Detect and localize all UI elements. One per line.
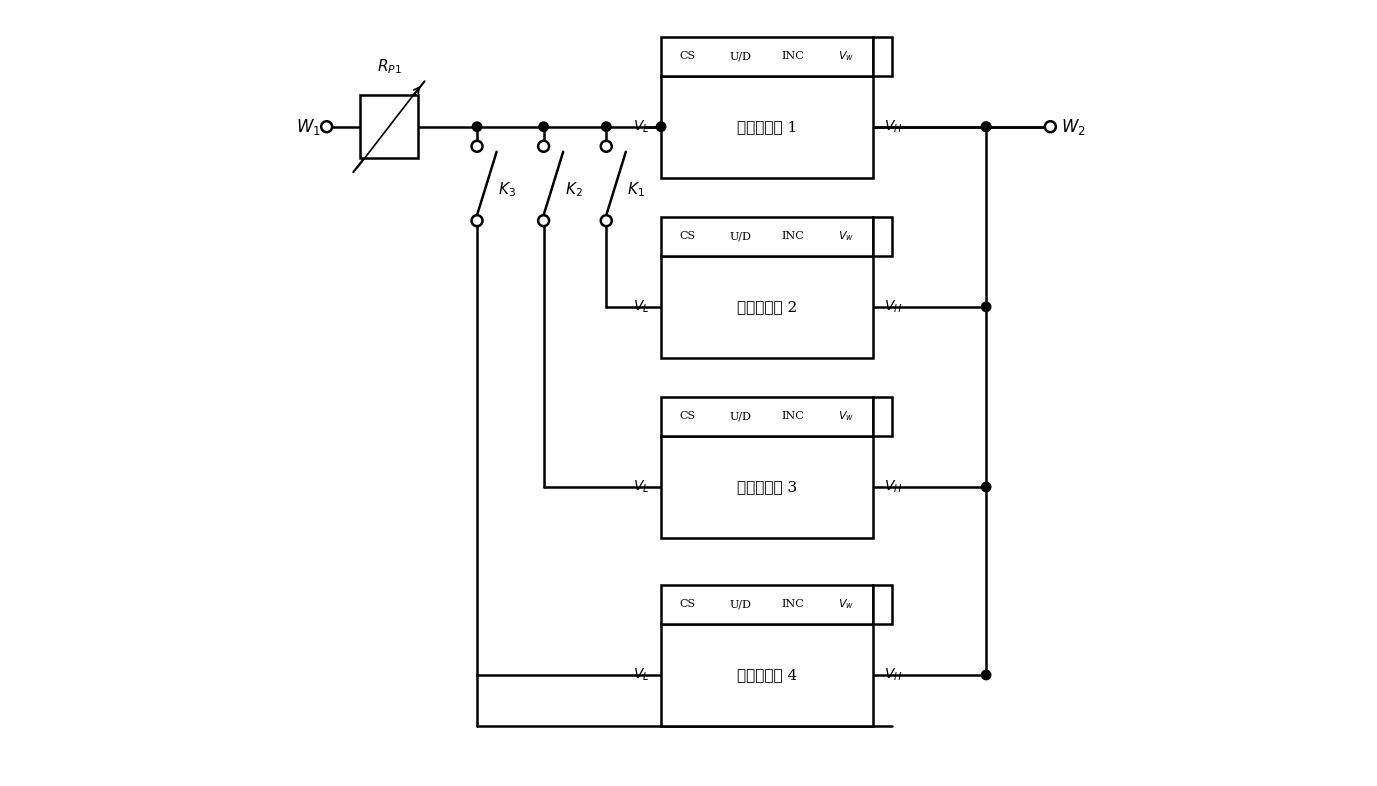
Text: $V_H$: $V_H$: [884, 479, 903, 495]
Text: 数字电位器 2: 数字电位器 2: [737, 299, 797, 314]
FancyBboxPatch shape: [661, 624, 873, 725]
Text: 数字电位器 1: 数字电位器 1: [737, 119, 797, 134]
FancyBboxPatch shape: [661, 37, 873, 75]
Text: $V_w$: $V_w$: [839, 230, 854, 243]
Circle shape: [471, 215, 482, 226]
Text: $V_w$: $V_w$: [839, 597, 854, 612]
Text: CS: CS: [679, 600, 695, 609]
Circle shape: [538, 141, 549, 152]
FancyBboxPatch shape: [873, 397, 892, 436]
Text: $V_H$: $V_H$: [884, 119, 903, 135]
FancyBboxPatch shape: [661, 256, 873, 358]
Text: $V_L$: $V_L$: [633, 299, 650, 315]
Text: $W_2$: $W_2$: [1060, 116, 1085, 137]
FancyBboxPatch shape: [661, 75, 873, 178]
Text: $V_w$: $V_w$: [839, 410, 854, 424]
FancyBboxPatch shape: [359, 95, 419, 158]
FancyBboxPatch shape: [873, 217, 892, 256]
Text: CS: CS: [679, 412, 695, 421]
Text: CS: CS: [679, 231, 695, 241]
FancyBboxPatch shape: [873, 37, 892, 75]
FancyBboxPatch shape: [661, 436, 873, 538]
Text: $K_3$: $K_3$: [498, 180, 516, 199]
Text: U/D: U/D: [730, 600, 752, 609]
Circle shape: [321, 121, 332, 132]
Circle shape: [600, 141, 611, 152]
Text: $W_1$: $W_1$: [296, 116, 321, 137]
Text: U/D: U/D: [730, 51, 752, 61]
Text: $V_L$: $V_L$: [633, 479, 650, 495]
Circle shape: [600, 215, 611, 226]
Circle shape: [538, 122, 548, 131]
Circle shape: [602, 122, 611, 131]
Circle shape: [982, 483, 991, 492]
Circle shape: [982, 302, 991, 311]
Circle shape: [982, 122, 991, 131]
Text: $V_L$: $V_L$: [633, 119, 650, 135]
FancyBboxPatch shape: [661, 585, 873, 624]
Circle shape: [982, 122, 991, 131]
Text: INC: INC: [782, 412, 804, 421]
Text: U/D: U/D: [730, 231, 752, 241]
Text: $V_H$: $V_H$: [884, 299, 903, 315]
Text: INC: INC: [782, 600, 804, 609]
Text: 数字电位器 4: 数字电位器 4: [737, 668, 797, 682]
Circle shape: [538, 215, 549, 226]
Text: U/D: U/D: [730, 412, 752, 421]
Circle shape: [657, 122, 666, 131]
Text: $V_H$: $V_H$: [884, 667, 903, 683]
Circle shape: [471, 141, 482, 152]
Text: $V_w$: $V_w$: [839, 50, 854, 63]
FancyBboxPatch shape: [661, 217, 873, 256]
Text: INC: INC: [782, 51, 804, 61]
Circle shape: [982, 670, 991, 680]
Text: $R_{P1}$: $R_{P1}$: [376, 57, 401, 75]
Text: 数字电位器 3: 数字电位器 3: [737, 480, 797, 494]
Text: $K_1$: $K_1$: [628, 180, 646, 199]
Text: CS: CS: [679, 51, 695, 61]
Circle shape: [472, 122, 482, 131]
Text: INC: INC: [782, 231, 804, 241]
FancyBboxPatch shape: [661, 397, 873, 436]
Text: $K_2$: $K_2$: [565, 180, 582, 199]
Circle shape: [1045, 121, 1056, 132]
FancyBboxPatch shape: [873, 585, 892, 624]
Text: $V_L$: $V_L$: [633, 667, 650, 683]
